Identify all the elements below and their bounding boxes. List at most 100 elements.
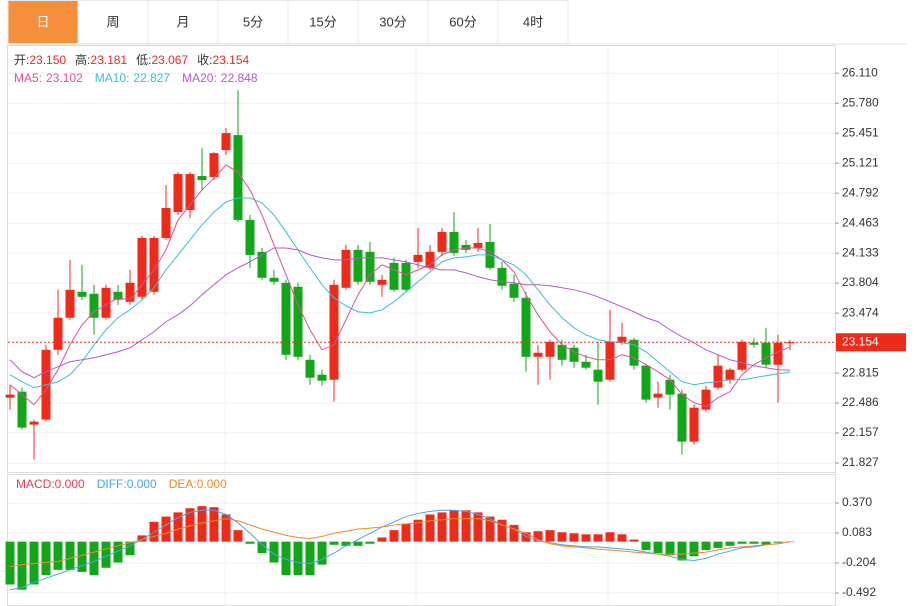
candle-body — [425, 251, 435, 268]
macd-bar — [101, 541, 111, 568]
macd-bar — [737, 541, 747, 544]
macd-bar — [761, 541, 771, 545]
y-tick-label: 26.110 — [842, 65, 878, 79]
tab-label[interactable]: 月 — [176, 14, 189, 29]
candle-body — [341, 249, 351, 288]
macd-bar — [581, 534, 591, 542]
macd-bar — [257, 541, 267, 554]
tab[interactable]: 60分 — [427, 0, 499, 44]
candle-body — [125, 282, 135, 302]
candle-body — [557, 344, 567, 360]
candle-body — [581, 361, 591, 368]
tab[interactable]: 15分 — [287, 0, 359, 44]
main-frame — [7, 45, 836, 473]
macd-bar — [461, 510, 471, 542]
tab[interactable]: 4时 — [497, 0, 569, 44]
y-tick-label: 23.804 — [842, 275, 879, 289]
tab-box[interactable] — [497, 0, 569, 44]
candle-body — [353, 249, 363, 282]
candle-body — [593, 369, 603, 382]
tab-box[interactable] — [7, 0, 79, 44]
legend-value: 22.827 — [133, 71, 170, 85]
macd-bar — [473, 512, 483, 542]
info-value: 23.150 — [29, 53, 66, 67]
tab-label[interactable]: 5分 — [243, 14, 263, 29]
candle-body — [77, 291, 87, 297]
macd-line — [9, 518, 791, 568]
macd-bar — [557, 532, 567, 542]
macd-bar — [725, 541, 735, 546]
macd-bar — [233, 530, 243, 542]
candle-body — [461, 244, 471, 250]
macd-bar — [89, 541, 99, 576]
macd-bar — [341, 541, 351, 546]
candle-body — [89, 293, 99, 318]
macd-bar — [449, 510, 459, 542]
macd-bar — [713, 541, 723, 548]
macd-bar — [185, 508, 195, 542]
tab[interactable]: 月 — [147, 0, 219, 44]
tab-label[interactable]: 4时 — [523, 14, 543, 29]
candle-body — [677, 393, 687, 442]
y-tick-label: 0.370 — [842, 495, 872, 509]
info-value: 23.067 — [151, 53, 188, 67]
legend-label: DIFF:0.000 — [97, 477, 157, 491]
candle-body — [761, 342, 771, 365]
candle-body — [53, 317, 63, 350]
candle-body — [221, 133, 231, 151]
candle-body — [185, 174, 195, 210]
candle-body — [209, 153, 219, 178]
macd-bar — [53, 541, 63, 570]
tab-label[interactable]: 15分 — [309, 14, 336, 29]
tab-box[interactable] — [77, 0, 149, 44]
y-tick-label: 0.083 — [842, 525, 872, 539]
macd-bar — [653, 541, 663, 554]
candle-body — [29, 421, 39, 425]
tab[interactable]: 30分 — [357, 0, 429, 44]
candle-body — [713, 365, 723, 388]
tab-label[interactable]: 周 — [106, 14, 119, 29]
candle-body — [533, 352, 543, 357]
candle-body — [449, 231, 459, 253]
candle-body — [305, 359, 315, 378]
legend-label: DEA:0.000 — [169, 477, 227, 491]
candle-body — [173, 174, 183, 212]
candle-body — [629, 339, 639, 366]
info-value: 23.154 — [212, 53, 249, 67]
macd-bar — [173, 512, 183, 542]
tab[interactable]: 5分 — [217, 0, 289, 44]
info-label: 低: — [136, 53, 151, 67]
tab-label[interactable]: 日 — [36, 14, 49, 29]
candle-body — [17, 391, 27, 428]
candle-body — [281, 282, 291, 355]
macd-bar — [41, 541, 51, 576]
macd-bar — [5, 541, 15, 585]
macd-bar — [617, 534, 627, 542]
tab[interactable]: 日 — [7, 0, 79, 44]
candle-body — [497, 267, 507, 286]
y-tick-label: 25.780 — [842, 95, 879, 109]
tab[interactable]: 周 — [77, 0, 149, 44]
macd-bar — [113, 541, 123, 563]
macd-bar — [437, 512, 447, 542]
macd-bar — [677, 541, 687, 561]
macd-bar — [749, 541, 759, 544]
macd-bar — [773, 541, 783, 543]
candle-body — [293, 286, 303, 357]
macd-bar — [701, 541, 711, 551]
candle-body — [665, 379, 675, 395]
tab-label[interactable]: 30分 — [379, 14, 406, 29]
candle-body — [101, 287, 111, 318]
ohlc-info: 开:23.150 高:23.181 低:23.067 收:23.154 — [14, 52, 250, 67]
tab-label[interactable]: 60分 — [449, 14, 476, 29]
candle-body — [509, 283, 519, 298]
plot: 26.110 25.780 25.451 25.121 24.792 24.463 24.1… — [5, 52, 906, 599]
legend-value: 23.102 — [46, 71, 83, 85]
candle-body — [365, 251, 375, 282]
candle-body — [749, 342, 759, 345]
macd-bar — [77, 541, 87, 572]
info-label: 高: — [75, 52, 90, 67]
macd-bar — [329, 541, 339, 545]
tab-box[interactable] — [147, 0, 219, 44]
ma-line — [9, 197, 791, 389]
